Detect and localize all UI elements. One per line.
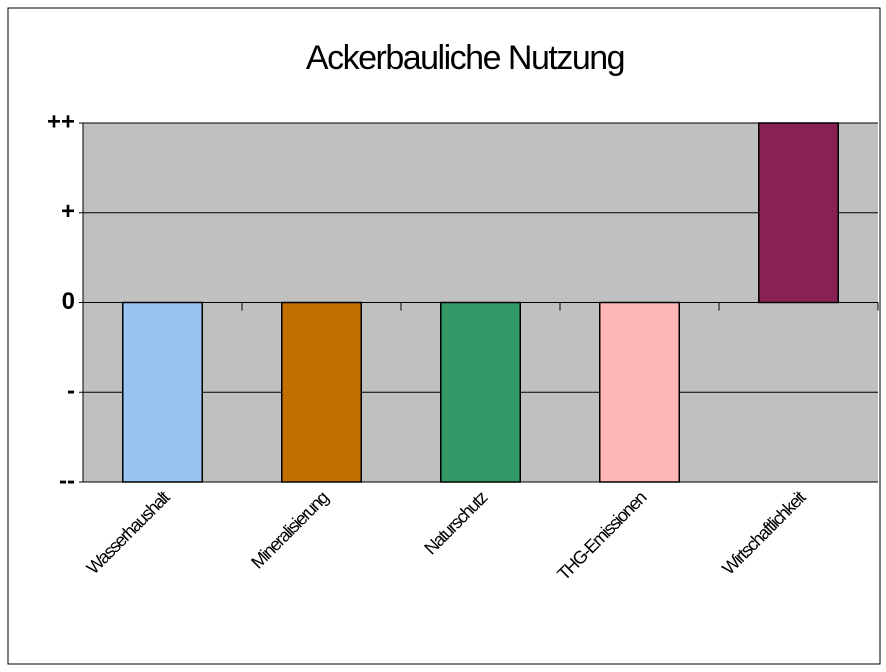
bar	[599, 301, 680, 483]
y-tick-label: --	[59, 467, 75, 494]
y-tick-label: 0	[62, 288, 75, 315]
bar	[440, 301, 521, 483]
bar	[281, 301, 362, 483]
y-tick-label: ++	[47, 108, 75, 135]
bar	[758, 122, 839, 304]
y-tick-label: +	[61, 198, 75, 225]
y-tick-label: -	[67, 378, 75, 405]
bar	[122, 301, 203, 483]
chart-title: Ackerbauliche Nutzung	[306, 39, 624, 77]
